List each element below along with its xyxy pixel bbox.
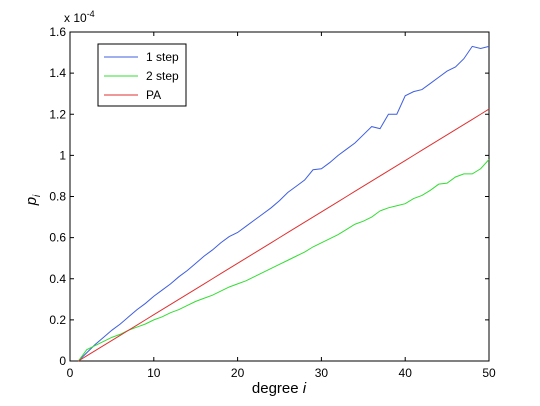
- y-tick-label: 0.4: [49, 272, 66, 286]
- legend-box: [97, 43, 187, 107]
- y-tick-label: 0: [59, 354, 66, 368]
- y-tick-label: 1.4: [49, 66, 66, 80]
- legend-label: 1 step: [146, 50, 179, 64]
- y-tick-label: 0.8: [49, 190, 66, 204]
- x-tick-label: 0: [67, 366, 74, 380]
- x-tick-label: 20: [231, 366, 245, 380]
- y-tick-label: 1.2: [49, 107, 66, 121]
- y-tick-label: 1: [59, 148, 66, 162]
- series-line-pa: [78, 108, 490, 362]
- x-tick-label: 40: [399, 366, 413, 380]
- series-line-2-step: [77, 159, 490, 362]
- y-axis-label: pi: [23, 194, 43, 206]
- series-line-1-step: [78, 45, 490, 362]
- exponent-label: x 10-4: [64, 9, 95, 25]
- y-tick-label: 0.6: [49, 231, 66, 245]
- x-axis-label: degree i: [252, 380, 307, 397]
- y-tick-label: 1.6: [49, 25, 66, 39]
- legend-label: PA: [146, 88, 161, 102]
- x-tick-label: 50: [482, 366, 496, 380]
- x-tick-label: 30: [315, 366, 329, 380]
- x-tick-label: 10: [147, 366, 161, 380]
- y-tick-label: 0.2: [49, 313, 66, 327]
- legend-label: 2 step: [146, 69, 179, 83]
- legend: 1 step 2 step PA: [97, 43, 187, 107]
